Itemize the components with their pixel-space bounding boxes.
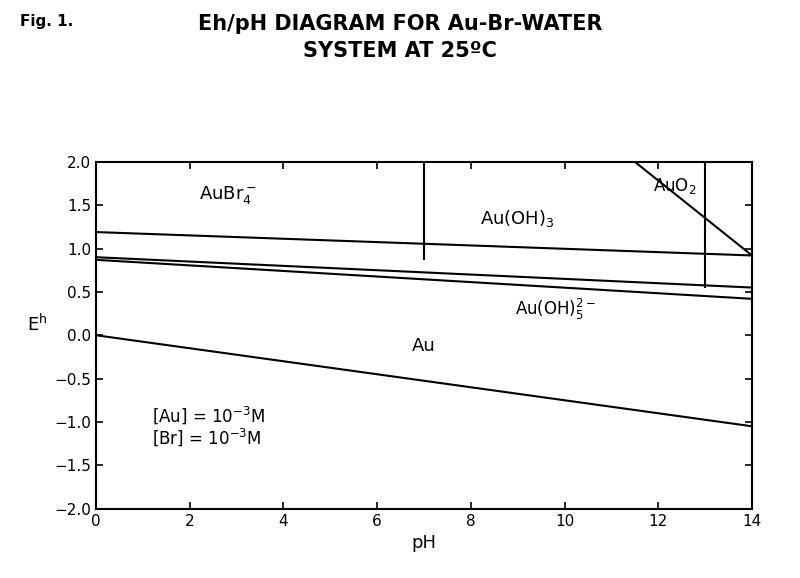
Y-axis label: $\mathregular{E^h}$: $\mathregular{E^h}$ [27,314,48,335]
Text: [Br] = 10$^{-3}$M: [Br] = 10$^{-3}$M [152,427,262,449]
Text: Au: Au [412,336,436,355]
Text: AuBr$_4^-$: AuBr$_4^-$ [198,184,256,206]
Text: Eh/pH DIAGRAM FOR Au-Br-WATER
SYSTEM AT 25ºC: Eh/pH DIAGRAM FOR Au-Br-WATER SYSTEM AT … [198,14,602,61]
X-axis label: pH: pH [411,534,437,552]
Text: Fig. 1.: Fig. 1. [20,14,74,29]
Text: [Au] = 10$^{-3}$M: [Au] = 10$^{-3}$M [152,404,266,426]
Text: AuO$_2$: AuO$_2$ [653,176,696,196]
Text: Au(OH)$_3$: Au(OH)$_3$ [481,208,555,229]
Text: Au(OH)$_5^{2-}$: Au(OH)$_5^{2-}$ [514,297,596,322]
